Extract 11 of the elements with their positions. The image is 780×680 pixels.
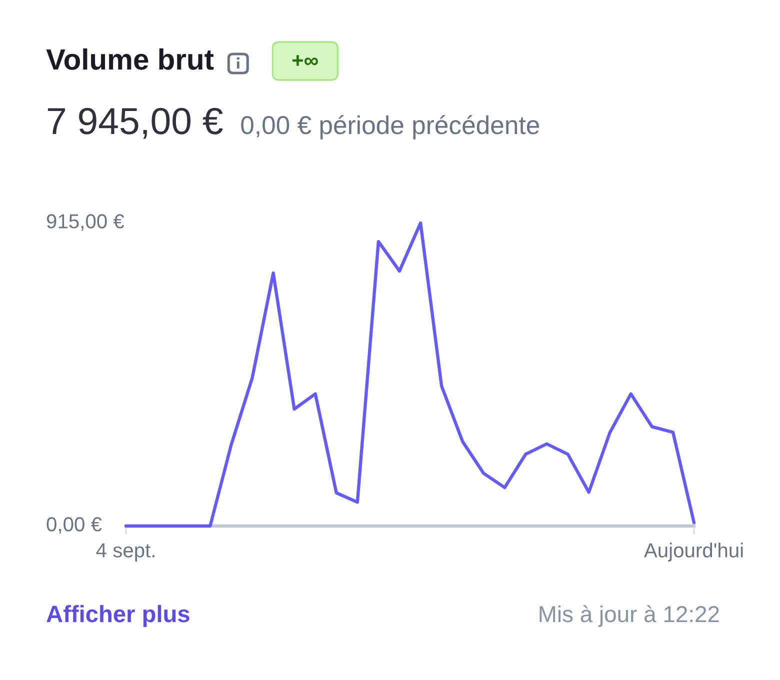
line-series — [124, 221, 696, 528]
text: +∞ — [292, 55, 318, 66]
text: Mis à jour à 12:22 — [540, 605, 719, 627]
x-tick-label: 4 sept. — [96, 543, 154, 562]
x-tick-label: Aujourd'hui — [644, 542, 743, 562]
chart-title: Volume brut — [46, 48, 214, 70]
chart-subtitle: 7 945,00 € — [48, 108, 223, 139]
text: Afficher plus — [46, 604, 190, 628]
y-tick-label: 0,00 € — [46, 517, 102, 534]
text: 0,00 € période précédente — [241, 115, 539, 140]
y-tick-label: 915,00 € — [46, 214, 124, 231]
